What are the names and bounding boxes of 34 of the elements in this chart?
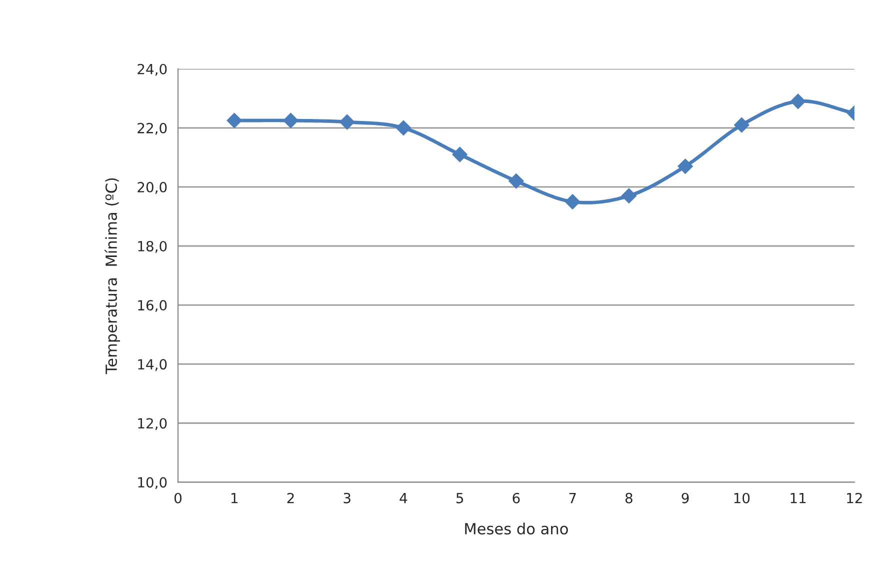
x-tick-label: 7 bbox=[569, 493, 576, 504]
point bbox=[452, 146, 468, 162]
x-tick-label: 4 bbox=[400, 493, 408, 504]
y-tick-label: 10,0 bbox=[138, 477, 167, 490]
point bbox=[790, 94, 806, 109]
point bbox=[621, 188, 637, 204]
y-tick-label: 24,0 bbox=[138, 64, 167, 76]
y-tick-label: 20,0 bbox=[138, 182, 167, 194]
x-tick-label: 3 bbox=[344, 492, 350, 504]
x-tick-label: 11 bbox=[790, 493, 806, 504]
point bbox=[226, 112, 242, 128]
point bbox=[283, 112, 298, 128]
x-tick-label: 6 bbox=[512, 492, 520, 504]
x-tick-label: 8 bbox=[625, 492, 632, 504]
point bbox=[508, 173, 524, 189]
x-axis-title: Meses do ano bbox=[465, 522, 568, 535]
point bbox=[340, 114, 355, 130]
x-tick-label: 5 bbox=[456, 493, 464, 504]
point bbox=[564, 194, 580, 210]
y-tick-label: 14,0 bbox=[138, 359, 167, 371]
x-tick-label: 0 bbox=[174, 492, 182, 504]
x-tick-label: 12 bbox=[847, 492, 862, 504]
x-tick-label: 10 bbox=[734, 492, 750, 504]
x-tick-label: 9 bbox=[682, 492, 689, 504]
point bbox=[734, 117, 750, 133]
y-tick-label: 12,0 bbox=[138, 418, 167, 430]
y-tick-label: 18,0 bbox=[138, 240, 167, 253]
y-tick-label: 16,0 bbox=[138, 300, 167, 312]
x-tick-label: 1 bbox=[231, 493, 238, 504]
point bbox=[396, 120, 412, 136]
x-tick-label: 2 bbox=[287, 492, 294, 504]
point bbox=[678, 158, 693, 174]
y-axis-title: Temperatura Mínima (ºC) bbox=[104, 178, 120, 374]
y-tick-label: 22,0 bbox=[138, 122, 167, 135]
